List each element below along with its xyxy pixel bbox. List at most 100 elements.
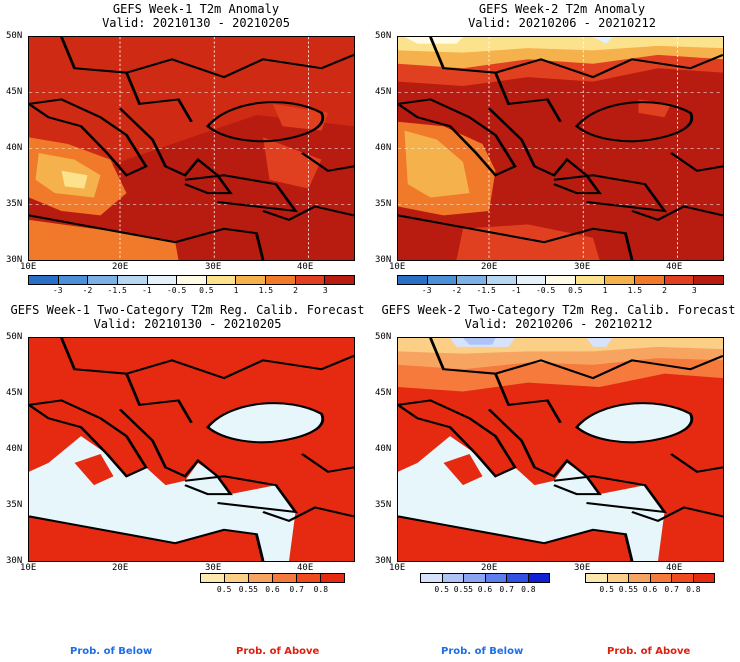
panel1-valid: Valid: 20210130 - 20210205 — [102, 16, 290, 30]
panel4-lat-35: 35N — [375, 500, 392, 510]
colorbar-tick-label: 3 — [322, 286, 328, 295]
colorbar-tick-label: 0.8 — [521, 585, 536, 594]
panel1-lat-50: 50N — [6, 31, 23, 41]
panel2-lat-35: 35N — [375, 199, 392, 209]
colorbar-swatch — [177, 276, 207, 284]
map-panel-week2-probability — [397, 337, 724, 562]
panel3-prob-above-colorbar — [200, 573, 345, 583]
colorbar-swatch — [528, 574, 549, 582]
colorbar-tick-label: 0.8 — [686, 585, 701, 594]
colorbar-swatch — [629, 574, 651, 582]
panel2-lon-20: 20E — [481, 262, 498, 272]
panel3-lat-50: 50N — [6, 332, 23, 342]
panel4-lon-10: 10E — [389, 563, 406, 573]
panel3-lon-40: 40E — [297, 563, 314, 573]
colorbar-swatch — [605, 276, 636, 284]
colorbar-tick-label: 0.5 — [434, 585, 449, 594]
panel3-prob-above-label: Prob. of Above — [236, 646, 320, 657]
colorbar-swatch — [672, 574, 694, 582]
panel2-lon-40: 40E — [666, 262, 683, 272]
panel4-prob-below-colorbar — [420, 573, 550, 583]
colorbar-swatch — [546, 276, 576, 284]
colorbar-tick-label: 0.7 — [289, 585, 304, 594]
panel2-lat-40: 40N — [375, 143, 392, 153]
colorbar-tick-label: 0.6 — [265, 585, 280, 594]
panel3-lat-35: 35N — [6, 500, 23, 510]
colorbar-swatch — [225, 574, 249, 582]
panel4-valid: Valid: 20210206 - 20210212 — [464, 317, 653, 331]
colorbar-swatch — [575, 276, 606, 284]
panel2-lat-45: 45N — [375, 87, 392, 97]
panel4-prob-below-label: Prob. of Below — [441, 646, 524, 657]
panel2-anomaly-colorbar — [397, 275, 724, 285]
panel4-prob-above-colorbar — [585, 573, 715, 583]
panel1-lon-20: 20E — [112, 262, 129, 272]
colorbar-swatch — [117, 276, 148, 284]
panel1-lat-40: 40N — [6, 143, 23, 153]
panel2-lon-10: 10E — [389, 262, 406, 272]
panel4-lat-50: 50N — [375, 332, 392, 342]
colorbar-swatch — [321, 574, 344, 582]
panel1-lat-35: 35N — [6, 199, 23, 209]
panel1-anomaly-colorbar — [28, 275, 355, 285]
colorbar-swatch — [485, 574, 507, 582]
colorbar-swatch — [635, 276, 665, 284]
panel4-lat-45: 45N — [375, 388, 392, 398]
panel4-title: GEFS Week-2 Two-Category T2m Reg. Calib.… — [381, 303, 736, 317]
panel1-title: GEFS Week-1 T2m Anomaly — [112, 2, 280, 16]
colorbar-tick-label: 0.6 — [477, 585, 493, 594]
panel2-title: GEFS Week-2 T2m Anomaly — [478, 2, 646, 16]
panel3-lat-40: 40N — [6, 444, 23, 454]
colorbar-tick-label: -0.5 — [535, 286, 556, 295]
colorbar-tick-label: 1 — [602, 286, 608, 295]
map-panel-week2-anomaly — [397, 36, 724, 261]
colorbar-swatch — [325, 276, 355, 284]
colorbar-swatch — [398, 276, 428, 284]
colorbar-tick-label: -0.5 — [166, 286, 187, 295]
colorbar-swatch — [297, 574, 321, 582]
panel3-lat-30: 30N — [6, 556, 23, 566]
map-panel-week1-probability — [28, 337, 355, 562]
panel3-prob-below-label: Prob. of Below — [70, 646, 153, 657]
colorbar-tick-label: 0.55 — [453, 585, 473, 594]
colorbar-tick-label: 1.5 — [627, 286, 643, 295]
colorbar-tick-label: -1 — [142, 286, 152, 295]
panel3-lat-45: 45N — [6, 388, 23, 398]
colorbar-swatch — [650, 574, 672, 582]
panel4-lat-40: 40N — [375, 444, 392, 454]
panel1-lon-30: 30E — [205, 262, 222, 272]
colorbar-swatch — [421, 574, 443, 582]
colorbar-swatch — [607, 574, 629, 582]
colorbar-swatch — [236, 276, 267, 284]
colorbar-swatch — [664, 276, 695, 284]
map-panel-week1-anomaly — [28, 36, 355, 261]
colorbar-tick-label: 0.5 — [568, 286, 583, 295]
colorbar-swatch — [88, 276, 118, 284]
colorbar-tick-label: 2 — [662, 286, 667, 295]
colorbar-tick-label: -2 — [82, 286, 93, 295]
colorbar-swatch — [464, 574, 486, 582]
colorbar-tick-label: 1 — [233, 286, 239, 295]
colorbar-swatch — [507, 574, 529, 582]
colorbar-tick-label: -1.5 — [107, 286, 127, 295]
panel1-lon-40: 40E — [297, 262, 314, 272]
panel3-lon-30: 30E — [205, 563, 222, 573]
colorbar-swatch — [427, 276, 458, 284]
panel3-valid: Valid: 20210130 - 20210205 — [93, 317, 282, 331]
colorbar-swatch — [58, 276, 89, 284]
colorbar-tick-label: 0.8 — [313, 585, 329, 594]
panel2-valid: Valid: 20210206 - 20210212 — [468, 16, 656, 30]
colorbar-tick-label: 0.7 — [499, 585, 514, 594]
colorbar-tick-label: 0.6 — [642, 585, 658, 594]
panel1-lon-10: 10E — [20, 262, 37, 272]
panel1-lat-45: 45N — [6, 87, 23, 97]
colorbar-swatch — [693, 574, 714, 582]
colorbar-swatch — [442, 574, 464, 582]
panel2-lat-50: 50N — [375, 31, 392, 41]
colorbar-swatch — [273, 574, 297, 582]
colorbar-tick-label: 3 — [691, 286, 697, 295]
panel4-prob-above-label: Prob. of Above — [607, 646, 691, 657]
colorbar-swatch — [586, 574, 608, 582]
colorbar-swatch — [266, 276, 296, 284]
colorbar-tick-label: 0.55 — [238, 585, 258, 594]
